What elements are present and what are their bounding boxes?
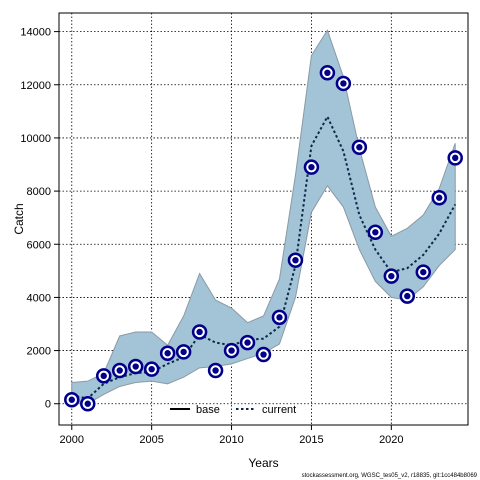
footnote: stockassessment.org, WGSC_tes05_v2, r188… — [302, 473, 478, 479]
observed-point-2014 — [287, 252, 304, 268]
observed-point-dot — [100, 372, 107, 380]
y-tick-label-6000: 6000 — [27, 239, 51, 251]
y-tick-label-2000: 2000 — [27, 346, 51, 358]
observed-point-dot — [196, 328, 203, 336]
observed-point-2024 — [447, 150, 463, 166]
observed-point-dot — [84, 400, 91, 407]
observed-point-dot — [132, 363, 139, 370]
legend-label-base: base — [196, 404, 220, 416]
observed-point-2006 — [159, 345, 176, 361]
x-tick-label-2005: 2005 — [139, 434, 163, 446]
observed-point-dot — [308, 163, 315, 171]
observed-point-2023 — [431, 189, 447, 206]
observed-point-dot — [292, 257, 299, 264]
observed-point-2020 — [383, 268, 400, 284]
observed-point-dot — [260, 351, 267, 358]
observed-point-dot — [212, 367, 219, 374]
observed-point-2002 — [95, 368, 112, 384]
observed-point-2013 — [271, 309, 288, 326]
observed-point-dot — [452, 154, 459, 162]
observed-points — [64, 65, 463, 412]
observed-point-2010 — [223, 342, 240, 359]
observed-point-2009 — [207, 362, 224, 379]
observed-point-dot — [244, 339, 251, 346]
x-tick-label-2010: 2010 — [219, 434, 243, 446]
y-tick-label-8000: 8000 — [27, 186, 51, 198]
observed-point-2018 — [351, 139, 368, 155]
plot-frame — [58, 12, 469, 426]
band-area — [71, 29, 456, 405]
confidence-band — [71, 29, 456, 405]
y-tick-label-14000: 14000 — [20, 27, 51, 39]
x-tick-label-2020: 2020 — [379, 434, 403, 446]
observed-point-2008 — [191, 324, 208, 340]
observed-point-dot — [180, 348, 187, 356]
x-tick-label-2015: 2015 — [299, 434, 323, 446]
observed-point-2017 — [335, 75, 352, 92]
observed-point-dot — [324, 69, 331, 77]
y-tick-label-12000: 12000 — [20, 80, 51, 92]
observed-point-2001 — [80, 395, 96, 412]
y-tick-label-10000: 10000 — [20, 133, 51, 145]
observed-point-2016 — [319, 65, 336, 81]
observed-point-2003 — [111, 362, 128, 379]
observed-point-dot — [404, 292, 411, 300]
legend: base current — [170, 404, 296, 416]
observed-point-dot — [228, 347, 235, 354]
observed-point-2005 — [143, 361, 160, 377]
y-tick-label-4000: 4000 — [27, 292, 51, 304]
observed-point-2021 — [399, 288, 416, 304]
x-axis-title: Years — [248, 456, 278, 470]
x-tick-label-2000: 2000 — [60, 434, 84, 446]
observed-point-dot — [372, 229, 379, 236]
observed-point-dot — [340, 80, 347, 87]
observed-point-dot — [420, 268, 427, 276]
y-tick-label-0: 0 — [45, 399, 51, 411]
legend-label-current: current — [262, 404, 296, 416]
y-axis-title: Catch — [12, 203, 26, 234]
observed-point-2011 — [239, 334, 256, 351]
y-axis: 0 2000 4000 6000 8000 10000 12000 14000 — [20, 27, 59, 411]
observed-point-dot — [68, 396, 75, 403]
observed-point-2012 — [255, 346, 272, 363]
observed-point-dot — [116, 367, 123, 374]
observed-point-2022 — [415, 264, 432, 280]
observed-point-dot — [148, 365, 155, 373]
observed-point-dot — [164, 350, 171, 357]
observed-point-2004 — [127, 358, 144, 375]
observed-point-2007 — [175, 344, 192, 360]
observed-point-dot — [388, 272, 395, 280]
observed-point-dot — [276, 314, 283, 321]
observed-point-2000 — [64, 391, 80, 408]
x-axis: 2000 2005 2010 2015 2020 — [60, 425, 404, 446]
observed-point-dot — [436, 194, 443, 201]
observed-point-dot — [356, 144, 363, 151]
observed-point-2015 — [303, 159, 320, 175]
observed-point-2019 — [367, 224, 384, 241]
